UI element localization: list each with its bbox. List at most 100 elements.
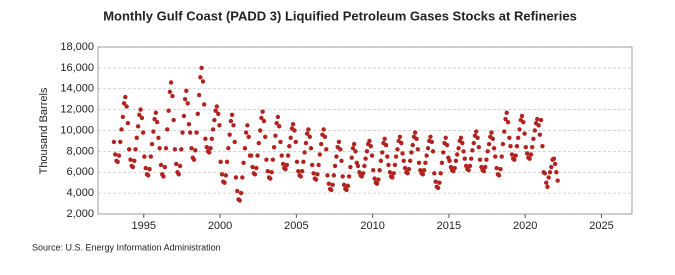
data-point <box>132 158 137 163</box>
data-point <box>268 176 273 181</box>
data-point <box>387 170 393 175</box>
data-point <box>430 149 436 154</box>
data-point <box>502 129 507 134</box>
data-point <box>218 159 223 165</box>
data-point <box>461 149 466 154</box>
y-tick-label: 10,000 <box>60 124 94 136</box>
data-point <box>294 159 300 165</box>
data-point <box>551 156 557 161</box>
data-point <box>433 179 438 184</box>
data-point <box>397 134 403 139</box>
data-point <box>310 162 315 168</box>
data-point <box>377 167 382 173</box>
data-point <box>135 124 141 129</box>
data-point <box>429 139 435 145</box>
data-point <box>245 123 250 128</box>
data-point <box>290 122 296 127</box>
data-point <box>538 117 544 123</box>
data-point <box>182 96 188 102</box>
data-point <box>113 152 118 157</box>
data-point <box>231 123 236 128</box>
y-tick-label: 16,000 <box>60 62 94 74</box>
data-point <box>284 162 290 168</box>
data-point <box>353 149 358 154</box>
data-point <box>443 135 448 141</box>
data-point <box>208 146 213 151</box>
data-point <box>489 130 494 135</box>
data-point <box>240 175 245 180</box>
data-point <box>115 159 120 165</box>
data-point <box>331 173 337 178</box>
data-point <box>400 151 405 156</box>
data-point <box>288 135 293 141</box>
data-point <box>346 174 352 179</box>
data-point <box>274 120 279 126</box>
data-point <box>424 153 429 158</box>
data-point <box>174 161 179 167</box>
data-point <box>466 167 471 173</box>
data-point <box>263 134 268 139</box>
data-point <box>491 146 497 151</box>
data-point <box>298 174 303 179</box>
y-tick-label: 6,000 <box>66 166 94 178</box>
data-point <box>425 146 431 151</box>
data-point <box>140 130 146 135</box>
data-point <box>544 180 549 185</box>
plot-frame <box>97 46 633 215</box>
data-point <box>476 145 482 150</box>
data-point <box>316 162 321 168</box>
data-point <box>157 146 162 151</box>
data-point <box>224 159 230 165</box>
data-point <box>259 115 264 121</box>
data-point <box>307 134 312 139</box>
data-point <box>242 146 248 151</box>
data-point <box>546 175 551 180</box>
data-point <box>513 153 518 158</box>
data-point <box>287 143 292 149</box>
data-point <box>369 153 375 158</box>
data-point <box>467 163 473 169</box>
data-point <box>241 160 246 166</box>
data-point <box>228 118 234 124</box>
data-point <box>120 114 126 120</box>
data-point <box>322 134 328 139</box>
data-point <box>410 142 415 148</box>
data-point <box>493 154 498 159</box>
data-point <box>332 163 338 169</box>
data-point <box>194 130 199 135</box>
data-point <box>296 169 301 174</box>
data-point <box>514 143 520 149</box>
data-point <box>137 112 142 118</box>
y-tick-label: 14,000 <box>60 83 94 95</box>
data-point <box>483 164 488 170</box>
data-point <box>195 111 200 117</box>
data-point <box>243 130 249 135</box>
data-point <box>456 146 461 151</box>
data-point <box>547 170 553 175</box>
data-point <box>437 180 442 185</box>
data-point <box>371 167 376 173</box>
data-point <box>179 147 184 152</box>
data-point <box>326 181 332 186</box>
data-point <box>355 163 361 169</box>
data-point <box>126 147 132 152</box>
data-point <box>537 132 543 137</box>
data-point <box>458 135 464 141</box>
data-point <box>339 158 344 163</box>
data-point <box>292 128 297 133</box>
data-point <box>217 123 222 128</box>
data-point <box>128 157 133 162</box>
data-point <box>261 118 267 124</box>
data-point <box>420 172 426 177</box>
data-point <box>187 130 193 135</box>
data-point <box>145 173 151 178</box>
data-point <box>299 169 305 174</box>
data-point <box>204 145 209 150</box>
data-point <box>124 104 129 109</box>
data-point <box>385 154 390 159</box>
data-point <box>552 161 558 167</box>
data-point <box>134 135 139 141</box>
data-point <box>166 108 171 113</box>
data-point <box>219 172 225 177</box>
data-point <box>540 143 545 149</box>
